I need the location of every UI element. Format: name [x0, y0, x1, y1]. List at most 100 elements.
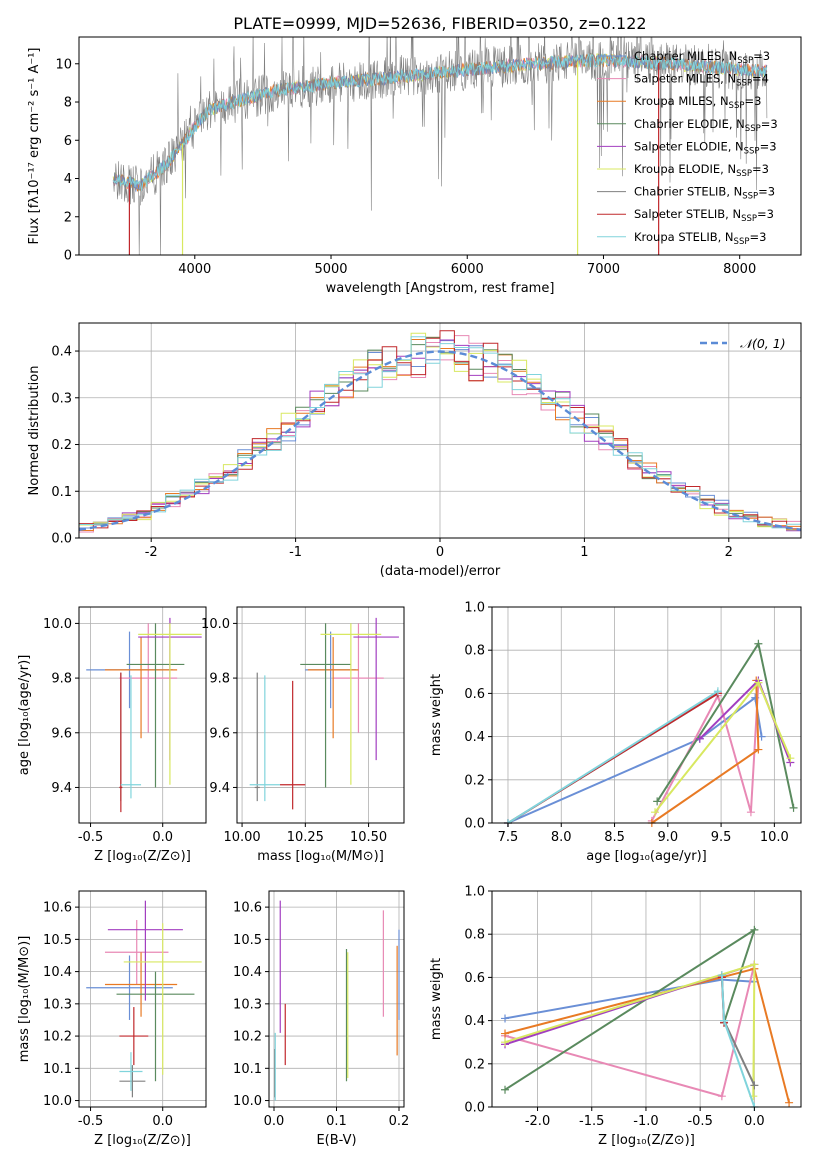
y-tick-label: 0.8 [464, 644, 485, 659]
histogram-step [79, 330, 801, 530]
y-tick-label: 10.0 [43, 617, 72, 632]
x-tick-label: -1 [289, 545, 302, 560]
x-tick-label: 5000 [314, 262, 347, 277]
x-tick-label: 10.50 [350, 830, 387, 845]
y-tick-label: 0.4 [464, 1014, 485, 1029]
series-line [504, 963, 756, 1097]
legend-label-sub: SSP [741, 214, 757, 224]
y-tick-label: 0.4 [51, 345, 72, 360]
age_vs_mass-axes [237, 607, 404, 823]
data-point [713, 687, 722, 696]
series-line [507, 690, 719, 824]
x-tick-label: 0.0 [264, 1114, 285, 1129]
data-point [695, 734, 704, 743]
x-tick-label: -2.0 [525, 1114, 550, 1129]
series-line [699, 678, 792, 763]
legend-label: Kroupa STELIB, NSSP=3 [634, 230, 766, 247]
x-tick-label: 8000 [723, 262, 756, 277]
y-tick-label: 4 [64, 172, 72, 187]
data-point [754, 678, 763, 687]
y-axis-label: mass [log₁₀(M/M⊙)] [17, 936, 32, 1063]
y-tick-label: 10.4 [233, 965, 262, 980]
x-axis-label: age [log₁₀(age/yr)] [586, 849, 707, 864]
x-tick-label: 0.0 [152, 1114, 173, 1129]
legend-label: Chabrier STELIB, NSSP=3 [634, 185, 775, 202]
legend-label: Kroupa MILES, NSSP=3 [634, 94, 761, 111]
x-tick-label: 10.00 [223, 830, 260, 845]
legend-label-main: Chabrier STELIB, N [634, 185, 742, 199]
x-tick-label: 10.25 [287, 830, 324, 845]
y-tick-label: 10.5 [43, 933, 72, 948]
x-axis-label: mass [log₁₀(M/M⊙)] [257, 849, 384, 864]
legend-label-n: =3 [760, 139, 777, 153]
x-tick-label: 8.5 [604, 830, 625, 845]
data-point [717, 971, 726, 980]
mass_vs_Z-axes [79, 891, 206, 1107]
legend-label: 𝒩(0, 1) [740, 336, 786, 351]
y-tick-label: 10.6 [233, 901, 262, 916]
y-tick-label: 1.0 [464, 885, 485, 900]
legend-label-n: =3 [752, 162, 769, 176]
y-tick-label: 10.6 [43, 901, 72, 916]
data-point [750, 925, 759, 934]
legend-label-main: Chabrier MILES, N [634, 49, 737, 63]
legend-label-sub: SSP [736, 169, 752, 179]
y-tick-label: 0.6 [464, 687, 485, 702]
legend-label-main: Chabrier ELODIE, N [634, 117, 745, 131]
y-tick-label: 9.6 [51, 726, 72, 741]
data-point [720, 1016, 729, 1025]
spectrum-line [112, 52, 768, 192]
massweight_vs_age-axes [492, 606, 801, 824]
y-tick-label: 10.0 [233, 1094, 262, 1109]
y-tick-label: 10.3 [233, 997, 262, 1012]
y-tick-label: 9.4 [209, 781, 230, 796]
x-tick-label: 0 [436, 545, 444, 560]
legend-label-sub: SSP [734, 237, 750, 247]
x-tick-label: -2 [145, 545, 158, 560]
series-line [504, 978, 755, 1020]
y-axis-label: Flux [fλ10⁻¹⁷ erg cm⁻² s⁻¹ A⁻¹] [27, 48, 42, 245]
y-tick-label: 9.8 [209, 672, 230, 687]
x-tick-label: 9.5 [711, 830, 732, 845]
y-tick-label: 0.2 [464, 1057, 485, 1072]
x-tick-label: 0.0 [152, 830, 173, 845]
legend-label-main: Salpeter STELIB, N [634, 207, 741, 221]
legend-label-main: Salpeter ELODIE, N [634, 139, 744, 153]
legend-label-n: =4 [752, 72, 769, 86]
x-tick-label: 10.0 [760, 830, 789, 845]
y-axis-label: Normed distribution [27, 366, 42, 496]
x-axis-label: (data-model)/error [380, 564, 501, 579]
x-axis-label: Z [log₁₀(Z/Z⊙)] [94, 849, 191, 864]
x-tick-label: 6000 [451, 262, 484, 277]
data-point [750, 960, 759, 969]
y-tick-label: 0.0 [464, 1101, 485, 1116]
y-tick-label: 1.0 [464, 601, 485, 616]
x-tick-label: 0.0 [744, 1114, 765, 1129]
series-line [720, 975, 756, 1108]
y-tick-label: 0 [64, 249, 72, 264]
legend-label: Salpeter STELIB, NSSP=3 [634, 207, 774, 224]
massweight_vs_Z-frame [491, 890, 802, 1108]
x-tick-label: 7000 [587, 262, 620, 277]
legend-label-n: =3 [744, 94, 761, 108]
legend-label-main: Kroupa MILES, N [634, 94, 729, 108]
y-axis-label: mass weight [429, 674, 444, 756]
y-tick-label: 6 [64, 134, 72, 149]
data-point [754, 639, 763, 648]
legend-label-n: =3 [753, 49, 770, 63]
data-point [750, 1081, 759, 1090]
y-tick-label: 10.2 [43, 1030, 72, 1045]
legend-label-n: =3 [749, 230, 766, 244]
legend-label: Salpeter MILES, NSSP=4 [634, 72, 769, 89]
data-point [651, 808, 660, 817]
y-tick-label: 0.8 [464, 928, 485, 943]
y-tick-label: 10.5 [233, 933, 262, 948]
legend-label: Salpeter ELODIE, NSSP=3 [634, 139, 777, 156]
legend-label: Kroupa ELODIE, NSSP=3 [634, 162, 769, 179]
y-tick-label: 0.3 [51, 391, 72, 406]
x-tick-label: 4000 [178, 262, 211, 277]
y-tick-label: 0.1 [51, 485, 72, 500]
age_vs_Z-frame [78, 606, 207, 824]
series-line [507, 695, 763, 824]
